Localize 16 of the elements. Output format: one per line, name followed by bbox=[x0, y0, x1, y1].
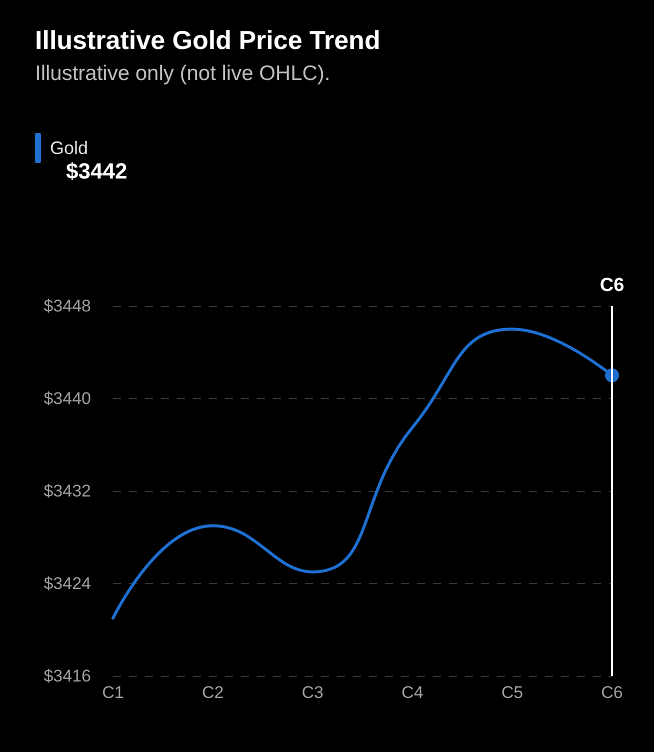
x-tick-label: C3 bbox=[302, 683, 324, 702]
x-tick-label: C1 bbox=[102, 683, 124, 702]
legend-label: Gold bbox=[50, 138, 88, 158]
y-tick-label: $3448 bbox=[44, 296, 91, 316]
y-tick-label: $3424 bbox=[44, 574, 91, 593]
x-tick-label: C2 bbox=[202, 683, 224, 702]
chart-title: Illustrative Gold Price Trend bbox=[35, 25, 380, 55]
x-tick-label: C6 bbox=[601, 683, 623, 702]
x-tick-label: C5 bbox=[501, 683, 524, 702]
y-tick-label: $3416 bbox=[44, 666, 91, 686]
text: $3442 bbox=[66, 158, 128, 184]
chart-subtitle: Illustrative only (not live OHLC). bbox=[35, 62, 330, 85]
x-tick-label: C4 bbox=[402, 683, 424, 702]
ref-line-label: C6 bbox=[600, 275, 624, 296]
y-tick-label: $3440 bbox=[44, 389, 91, 408]
y-tick-label: $3432 bbox=[44, 482, 91, 500]
